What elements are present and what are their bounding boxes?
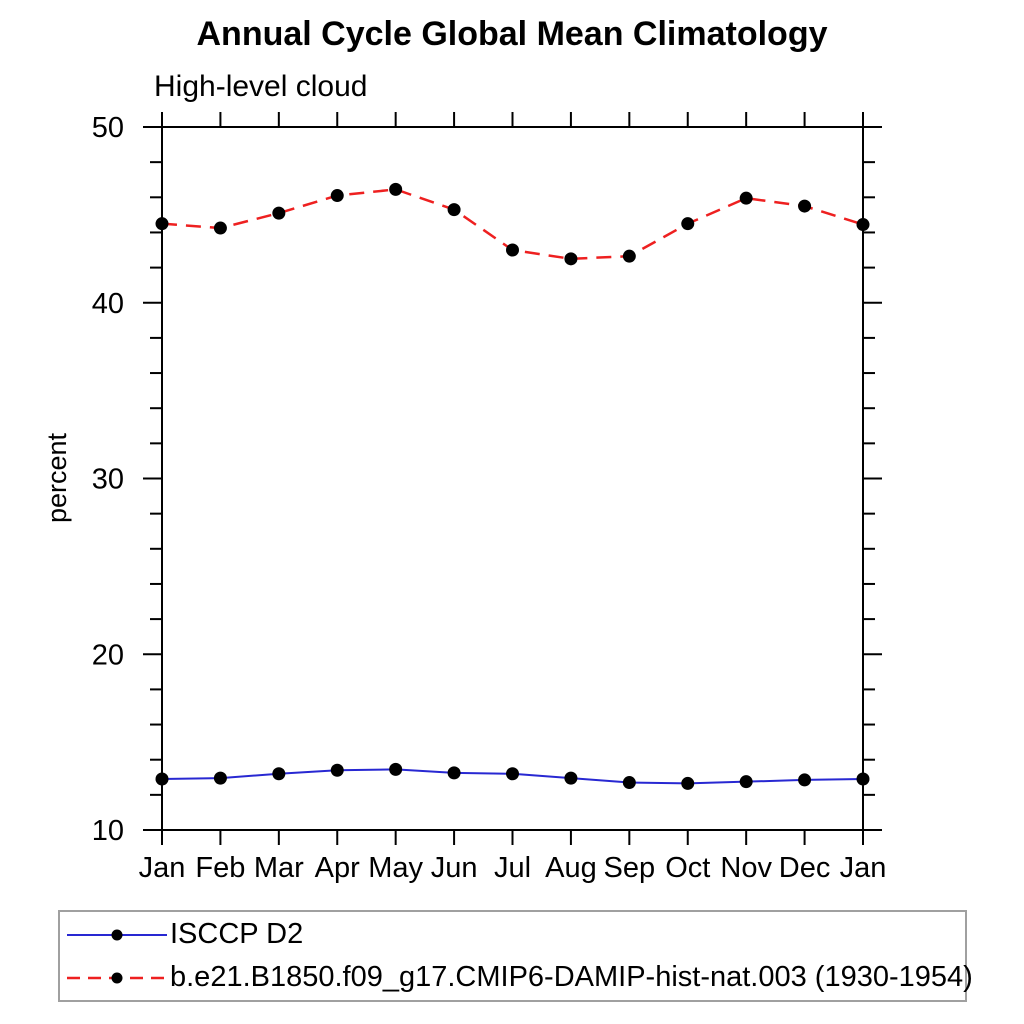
x-tick-label: Jan (139, 852, 186, 884)
x-tick-label: Nov (720, 852, 772, 884)
x-tick-label: Aug (545, 852, 597, 884)
y-tick-label: 50 (92, 112, 124, 144)
x-tick-label: Sep (604, 852, 656, 884)
data-point-s0-Aug (564, 771, 578, 785)
data-point-s0-Nov (739, 775, 753, 789)
y-tick-label: 10 (92, 815, 124, 847)
y-tick-label: 40 (92, 288, 124, 320)
chart-title: Annual Cycle Global Mean Climatology (196, 15, 828, 53)
x-tick-label: Feb (195, 852, 245, 884)
data-point-s1-Jan (856, 218, 870, 232)
legend-label-model: b.e21.B1850.f09_g17.CMIP6-DAMIP-hist-nat… (170, 961, 973, 993)
data-point-s0-Jan (155, 772, 169, 786)
data-point-s0-Dec (798, 773, 812, 787)
x-tick-label: Jun (431, 852, 478, 884)
chart-canvas: Jan Feb Mar Apr May Jun Jul Aug Sep Oct Nov Dec Jan 1… (42, 112, 887, 884)
data-point-s0-Mar (272, 767, 286, 781)
data-point-s1-Aug (564, 252, 578, 266)
data-point-s1-Nov (739, 191, 753, 205)
data-point-s0-Sep (622, 776, 636, 790)
data-point-s1-Feb (213, 221, 227, 235)
plot-frame (161, 126, 864, 831)
legend-label-isccp: ISCCP D2 (170, 918, 304, 950)
x-tick-label: Oct (665, 852, 710, 884)
data-point-s1-Oct (681, 217, 695, 231)
y-tick-label: 20 (92, 639, 124, 671)
x-tick-label: May (368, 852, 423, 884)
data-point-s0-Jun (447, 766, 461, 780)
data-point-s1-Jul (506, 243, 519, 257)
data-point-s1-Jun (447, 203, 461, 217)
data-point-s0-Apr (330, 763, 344, 777)
data-point-s1-Jan (155, 217, 169, 231)
data-point-s1-Apr (330, 189, 344, 203)
y-tick-label: 30 (92, 464, 124, 496)
data-point-s0-Jan (856, 772, 870, 786)
data-point-s0-Oct (681, 776, 695, 790)
x-tick-label: Mar (254, 852, 304, 884)
data-point-s1-Dec (798, 199, 812, 213)
data-point-s0-May (389, 762, 403, 776)
legend-item-model: b.e21.B1850.f09_g17.CMIP6-DAMIP-hist-nat… (64, 956, 973, 999)
x-tick-label: Apr (315, 852, 360, 884)
x-tick-label: Jul (494, 852, 531, 884)
data-point-s1-May (389, 182, 403, 196)
legend-blue-line-icon (67, 929, 167, 940)
chart-subtitle: High-level cloud (154, 70, 368, 103)
x-tick-label: Jan (840, 852, 887, 884)
x-tick-label: Dec (779, 852, 831, 884)
legend-box: ISCCP D2 b.e21.B1850.f09_g17.CMIP6-DAMIP… (58, 910, 973, 1002)
data-point-s1-Mar (272, 206, 286, 220)
data-point-s0-Feb (213, 771, 227, 785)
legend-red-dashed-line-icon (67, 972, 167, 983)
data-point-s0-Jul (506, 767, 519, 781)
legend-item-isccp: ISCCP D2 (64, 913, 965, 956)
y-axis-title: percent (42, 432, 72, 523)
data-point-s1-Sep (622, 249, 636, 263)
